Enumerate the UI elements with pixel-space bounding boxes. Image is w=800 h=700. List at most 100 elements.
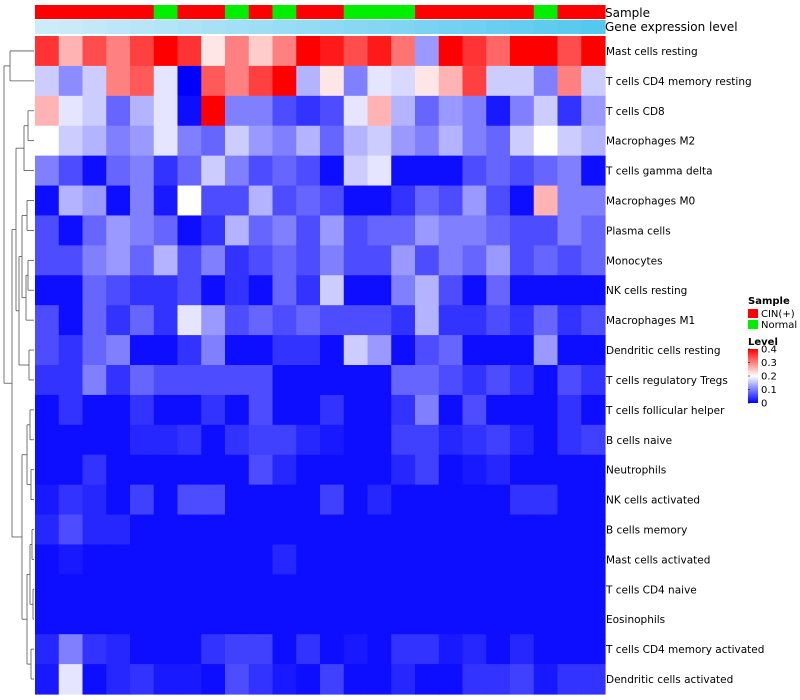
- heatmap-cell: [272, 245, 297, 276]
- heatmap-cell: [35, 574, 60, 605]
- heatmap-cell: [248, 275, 274, 306]
- heatmap-cell: [58, 544, 84, 575]
- heatmap-cell: [438, 544, 464, 575]
- row-label: T cells CD4 memory resting: [605, 76, 752, 88]
- heatmap-cell: [581, 394, 606, 426]
- heatmap-cell: [225, 514, 250, 546]
- heatmap-cell: [415, 634, 440, 665]
- heatmap-cell: [130, 245, 155, 276]
- heatmap-cell: [177, 36, 202, 67]
- heatmap-cell: [533, 245, 559, 276]
- heatmap-cell: [462, 424, 487, 456]
- heatmap-cell: [533, 125, 559, 157]
- heatmap-cell: [533, 634, 559, 665]
- heatmap-cell: [272, 215, 297, 246]
- heatmap-cell: [486, 634, 511, 665]
- heatmap-cell: [225, 185, 250, 217]
- heatmap-cell: [82, 65, 107, 97]
- heatmap-cell: [272, 544, 297, 575]
- heatmap-cell: [320, 155, 345, 187]
- heatmap-cell: [367, 125, 392, 157]
- heatmap-cell: [415, 365, 440, 396]
- heatmap-cell: [248, 574, 274, 605]
- heatmap-cell: [581, 365, 606, 396]
- heatmap-cell: [272, 574, 297, 605]
- heatmap-cell: [82, 544, 107, 575]
- heatmap-cell: [320, 245, 345, 276]
- sample-annotation-cell: [343, 5, 369, 19]
- heatmap-cell: [343, 574, 369, 605]
- heatmap-cell: [177, 245, 202, 276]
- heatmap-cell: [225, 424, 250, 456]
- heatmap-cell: [177, 604, 202, 635]
- heatmap-cell: [415, 574, 440, 605]
- heatmap-cell: [106, 245, 131, 276]
- heatmap-cell: [391, 245, 416, 276]
- expression-annotation-cell: [58, 20, 84, 34]
- heatmap-cell: [367, 335, 392, 366]
- heatmap-cell: [82, 155, 107, 187]
- heatmap-cell: [533, 484, 559, 516]
- heatmap-cell: [296, 305, 321, 336]
- heatmap-cell: [58, 394, 84, 426]
- heatmap-cell: [510, 664, 535, 695]
- heatmap-cell: [153, 484, 179, 516]
- heatmap-cell: [462, 95, 487, 127]
- heatmap-cell: [177, 484, 202, 516]
- heatmap-cell: [153, 275, 179, 306]
- row-label: T cells follicular helper: [605, 405, 725, 417]
- heatmap-cell: [533, 604, 559, 635]
- heatmap-cell: [438, 245, 464, 276]
- heatmap-cell: [320, 125, 345, 157]
- expression-annotation-cell: [367, 20, 392, 34]
- heatmap-cell: [130, 365, 155, 396]
- heatmap-cell: [272, 275, 297, 306]
- heatmap-cell: [106, 394, 131, 426]
- heatmap-cell: [35, 36, 60, 67]
- sample-annotation-cell: [201, 5, 226, 19]
- expression-annotation-cell: [130, 20, 155, 34]
- legend-sample-title: Sample: [748, 296, 790, 307]
- heatmap-cell: [320, 484, 345, 516]
- heatmap-cell: [82, 664, 107, 695]
- heatmap-cell: [557, 514, 582, 546]
- sample-annotation-cell: [486, 5, 511, 19]
- heatmap-cell: [35, 95, 60, 127]
- heatmap-cell: [58, 604, 84, 635]
- heatmap-cell: [35, 185, 60, 217]
- heatmap-cell: [438, 394, 464, 426]
- heatmap-cell: [391, 574, 416, 605]
- heatmap-cell: [462, 155, 487, 187]
- heatmap-cell: [225, 215, 250, 246]
- heatmap-cell: [35, 245, 60, 276]
- row-label: Eosinophils: [606, 614, 665, 626]
- heatmap-cell: [177, 454, 202, 486]
- heatmap-cell: [486, 664, 511, 695]
- heatmap-cell: [296, 335, 321, 366]
- heatmap-cell: [177, 125, 202, 157]
- heatmap-cell: [581, 424, 606, 456]
- expression-annotation-cell: [272, 20, 297, 34]
- heatmap-cell: [58, 664, 84, 695]
- track-label-sample: Sample: [605, 6, 650, 20]
- heatmap-cell: [177, 335, 202, 366]
- row-label: T cells regulatory Tregs: [605, 375, 728, 387]
- heatmap-cell: [438, 125, 464, 157]
- row-label: T cells gamma delta: [605, 166, 713, 178]
- heatmap-cell: [106, 634, 131, 665]
- heatmap-cell: [367, 65, 392, 97]
- heatmap-cell: [35, 155, 60, 187]
- heatmap-cell: [415, 604, 440, 635]
- heatmap-cell: [177, 155, 202, 187]
- heatmap-cell: [248, 125, 274, 157]
- heatmap-cell: [201, 305, 226, 336]
- heatmap-cell: [510, 185, 535, 217]
- heatmap-cell: [343, 365, 369, 396]
- heatmap-cell: [177, 305, 202, 336]
- heatmap-cell: [272, 664, 297, 695]
- expression-annotation-cell: [533, 20, 559, 34]
- heatmap-cell: [343, 185, 369, 217]
- heatmap-cell: [106, 125, 131, 157]
- heatmap-cell: [225, 155, 250, 187]
- heatmap-cell: [486, 424, 511, 456]
